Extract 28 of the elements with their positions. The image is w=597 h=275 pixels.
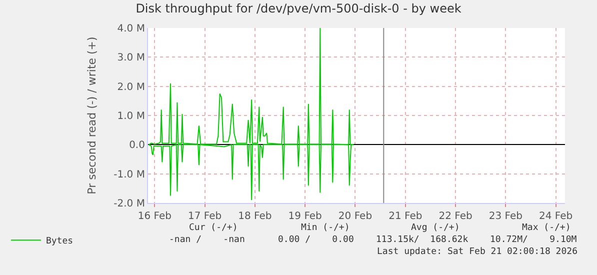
text: Avg (-/+) bbox=[411, 223, 460, 233]
y-tick-label: 1.0 M bbox=[117, 111, 145, 122]
text: 0.00 / 0.00 bbox=[278, 235, 354, 245]
text: Min (-/+) bbox=[301, 223, 350, 233]
text: 113.15k/ 168.62k bbox=[376, 235, 469, 245]
y-tick-label: -1.0 M bbox=[114, 169, 145, 180]
legend-label: Bytes bbox=[46, 236, 74, 247]
x-tick-label: 19 Feb bbox=[288, 211, 322, 222]
x-tick-label: 20 Feb bbox=[338, 211, 372, 222]
x-tick-label: 23 Feb bbox=[488, 211, 522, 222]
y-tick-label: 4.0 M bbox=[117, 24, 145, 34]
y-tick-label: -2.0 M bbox=[114, 198, 145, 210]
x-tick-label: 18 Feb bbox=[238, 211, 272, 222]
text: 10.72M/ 9.10M bbox=[490, 235, 578, 245]
x-tick-label: 21 Feb bbox=[388, 211, 422, 222]
y-tick-label: 0.0 bbox=[129, 140, 145, 152]
chart-title: Disk throughput for /dev/pve/vm-500-disk-0 - by week bbox=[136, 2, 462, 16]
x-tick-label: 24 Feb bbox=[539, 211, 573, 222]
y-axis-title: Pr second read (-) / write (+) bbox=[85, 36, 98, 194]
x-tick-label: 16 Feb bbox=[138, 211, 172, 222]
x-tick-label: 17 Feb bbox=[188, 211, 222, 222]
y-tick-label: 2.0 M bbox=[117, 82, 145, 93]
text: -nan / -nan bbox=[169, 235, 245, 245]
text: Max (-/+) bbox=[522, 223, 571, 233]
text: Last update: Sat Feb 21 02:00:18 2026 bbox=[377, 247, 578, 257]
y-tick-label: 3.0 M bbox=[117, 52, 145, 64]
text: Cur (-/+) bbox=[189, 223, 238, 233]
x-tick-label: 22 Feb bbox=[438, 211, 472, 222]
